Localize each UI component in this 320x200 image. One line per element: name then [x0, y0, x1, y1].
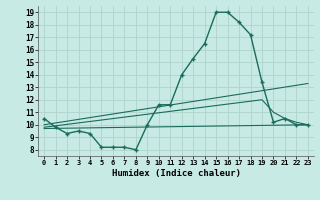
X-axis label: Humidex (Indice chaleur): Humidex (Indice chaleur): [111, 169, 241, 178]
